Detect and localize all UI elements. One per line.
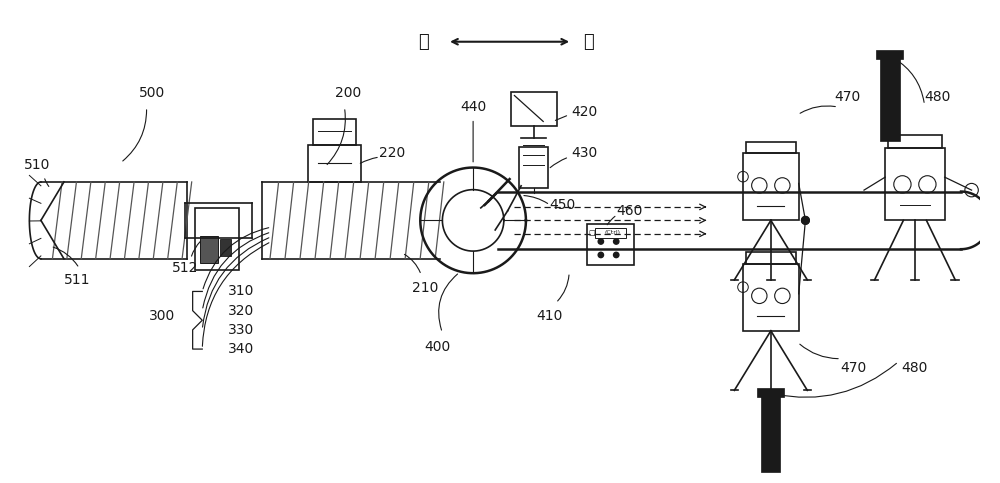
Bar	[511, 92, 557, 126]
Text: (Ctrl): (Ctrl)	[604, 230, 620, 235]
Text: 300: 300	[149, 310, 175, 324]
Bar	[746, 252, 796, 264]
Bar	[519, 147, 548, 188]
Bar	[876, 50, 903, 59]
Circle shape	[614, 239, 619, 244]
Bar	[743, 153, 799, 220]
Text: 460: 460	[616, 204, 643, 218]
Text: 480: 480	[902, 361, 928, 375]
Bar	[746, 142, 796, 153]
Text: 220: 220	[379, 146, 406, 160]
Text: 400: 400	[424, 340, 451, 354]
Bar	[308, 145, 361, 182]
Text: 470: 470	[840, 361, 867, 375]
Text: 310: 310	[227, 284, 254, 298]
Circle shape	[598, 239, 604, 244]
Bar	[885, 148, 945, 220]
Text: 远: 远	[418, 33, 429, 51]
Bar	[220, 239, 231, 256]
Bar	[587, 224, 634, 265]
Text: 470: 470	[835, 90, 861, 104]
Text: 480: 480	[924, 90, 950, 104]
Bar	[313, 118, 356, 145]
Text: 512: 512	[172, 261, 198, 275]
Text: □: □	[588, 230, 595, 236]
Text: 511: 511	[64, 273, 91, 287]
Text: 430: 430	[571, 146, 598, 160]
Text: 320: 320	[228, 304, 254, 318]
Circle shape	[614, 252, 619, 257]
Bar	[200, 236, 218, 263]
Bar	[888, 135, 942, 148]
Text: 340: 340	[228, 342, 254, 356]
Text: 330: 330	[228, 323, 254, 337]
Circle shape	[598, 252, 604, 257]
Text: 近: 近	[583, 33, 594, 51]
Text: 510: 510	[24, 157, 50, 171]
Bar	[880, 56, 900, 141]
Bar	[761, 395, 780, 472]
Text: 200: 200	[335, 85, 361, 99]
Bar	[743, 264, 799, 331]
Bar	[757, 388, 784, 397]
Bar	[595, 228, 626, 238]
Circle shape	[802, 216, 809, 224]
Text: 450: 450	[549, 198, 576, 212]
Text: 500: 500	[139, 85, 165, 99]
Circle shape	[802, 216, 809, 224]
Text: 420: 420	[571, 105, 598, 119]
Text: 210: 210	[412, 281, 438, 295]
Text: 440: 440	[460, 100, 486, 114]
Text: 410: 410	[537, 310, 563, 324]
Bar	[195, 208, 239, 270]
